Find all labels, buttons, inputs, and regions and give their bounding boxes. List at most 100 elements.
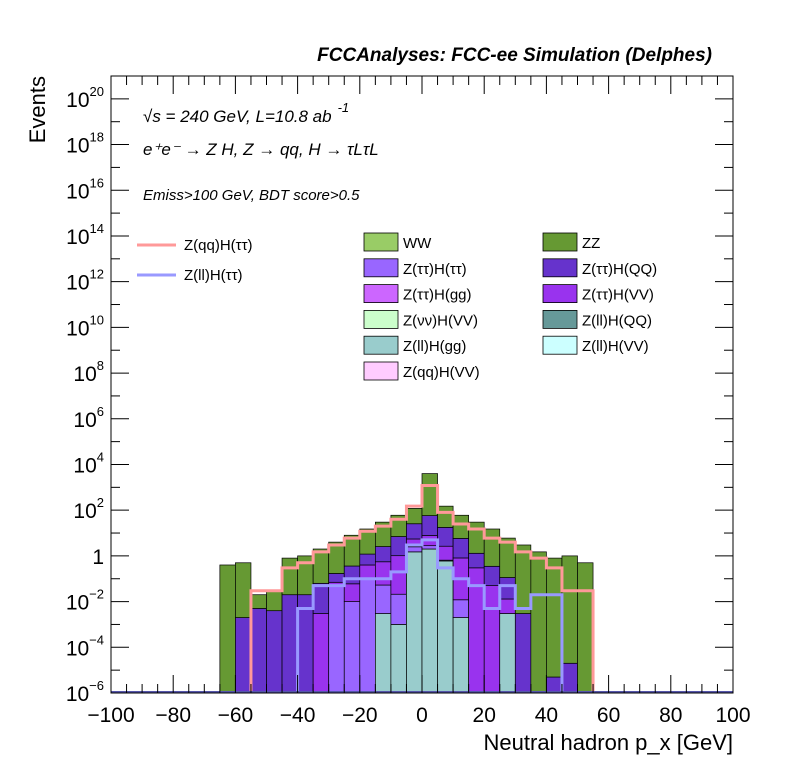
annotation-energy-lumi: √s = 240 GeV, L=10.8 ab -1 [143,100,349,126]
y-tick-label: 10−6 [66,678,104,706]
x-tick-label: 20 [473,704,496,727]
hist-bar-zz [281,557,298,596]
hist-bar-zz [499,537,516,578]
hist-bar-zhqq [406,523,423,540]
hist-bar-zz [406,508,423,525]
hist-bar-zhqq [328,573,345,583]
legend-line-label: Z(ll)H(ττ) [184,267,243,284]
legend-box-swatch [363,361,399,381]
legend-box-swatch [542,309,578,329]
hist-bar-zz [312,548,330,584]
hist-bar-zz [235,562,252,618]
hist-bar-zhqq [343,565,361,585]
hist-bar-zhvv [483,585,501,694]
hist-bar-zhvv [375,561,392,586]
y-tick-label: 1 [92,546,104,569]
hist-bar-zz [530,551,547,694]
hist-bar-zllhgg [499,613,516,694]
legend-box-label: ZZ [582,235,600,252]
hist-bar-zllhgg [375,613,392,694]
legend-line-label: Z(qq)H(ττ) [184,237,253,254]
legend-box-swatch [363,258,399,278]
chart-header: FCCAnalyses: FCC-ee Simulation (Delphes) [317,45,712,66]
annotation-cuts: Emiss>100 GeV, BDT score>0.5 [143,187,360,204]
y-tick-label: 106 [73,404,104,432]
y-tick-label: 10−4 [66,632,104,660]
hist-bar-zz [328,541,345,574]
legend-box-label: Z(ll)H(gg) [403,338,466,355]
hist-bar-zh [375,584,392,614]
y-tick-label: 1018 [66,130,104,158]
x-tick-label: 100 [715,704,750,727]
histogram-layer [219,473,594,694]
hist-bar-zhqq [312,582,330,614]
hist-bar-zllhgg [406,551,423,694]
hist-bar-zz [421,473,438,516]
hist-bar-zhvv [312,613,330,694]
x-tick-label: −20 [342,704,378,727]
x-tick-label: 0 [416,704,428,727]
y-tick-label: 104 [73,449,104,477]
hist-bar-zhqq [250,608,267,694]
legend-box-swatch [363,232,399,252]
legend-box-label: Z(ττ)H(VV) [582,287,654,304]
x-axis-title: Neutral hadron p_x [GeV] [484,730,733,755]
legend-box-swatch [542,284,578,304]
hist-bar-zhqq [437,527,454,547]
hist-bar-zz [468,521,485,554]
hist-bar-zllhgg [437,560,454,694]
x-tick-label: −100 [87,704,134,727]
hist-bar-zhqq [514,613,532,694]
hist-bar-zh [406,546,423,553]
hist-bar-zhqq [421,515,438,536]
hist-bar-zz [452,514,470,539]
hist-bar-zz [483,528,501,567]
legend-box-label: Z(ττ)H(QQ) [582,261,657,278]
hist-bar-zhqq [468,552,485,569]
hist-bar-zllhgg [390,624,407,694]
x-tick-label: −60 [218,704,254,727]
hist-bar-zhqq [561,662,578,694]
hist-bar-zz [359,528,376,555]
hist-bar-zhqq [235,617,252,694]
y-tick-label: 1020 [66,84,104,112]
legend-box-swatch [363,284,399,304]
hist-bar-zz [250,594,267,609]
hist-bar-zh [452,599,470,618]
hist-bar-zz [437,505,454,528]
x-tick-label: 80 [659,704,682,727]
axes-layer: −100 −80 −60 −40 −20 0 20 40 60 80 100 10−6 10−4 10−2… [66,75,751,727]
hist-bar-zllhgg [421,548,438,694]
hist-bar-zz [561,555,578,664]
legend-box-label: Z(ττ)H(ττ) [403,261,467,278]
hist-bar-zhvv [343,583,361,602]
legend-box-swatch [542,335,578,355]
legend-box-label: Z(ll)H(VV) [582,338,649,355]
legend-box-swatch [363,309,399,329]
legend-box-swatch [363,335,399,355]
hist-bar-zhvv [437,545,454,561]
legend-box-label: Z(qq)H(VV) [403,364,480,381]
hist-bar-zh [421,545,438,550]
annotation-process: e⁺e⁻ → Z H, Z → qq, H → τLτL [143,140,379,159]
y-tick-label: 10−2 [66,587,104,615]
legend-box-swatch [542,258,578,278]
y-tick-label: 1016 [66,175,104,203]
legend-box-label: Z(ll)H(QQ) [582,312,652,329]
hist-bar-zz [514,544,532,614]
hist-bar-zhqq [375,546,392,563]
hist-bar-zz [266,590,283,612]
hist-bar-zh [328,585,345,694]
hist-bar-zz [546,557,563,678]
hist-bar-zhqq [266,610,283,694]
hist-bar-zhqq [359,553,376,566]
legend-box-label: WW [403,235,432,252]
hist-bar-zhvv [390,555,407,595]
x-tick-label: 40 [535,704,558,727]
y-axis-title: Events [25,76,50,143]
x-tick-label: −40 [280,704,316,727]
hist-bar-zhqq [483,565,501,586]
hist-bar-zh [359,578,376,694]
hist-bar-zhvv [499,598,516,614]
hist-bar-zhqq [452,538,470,559]
